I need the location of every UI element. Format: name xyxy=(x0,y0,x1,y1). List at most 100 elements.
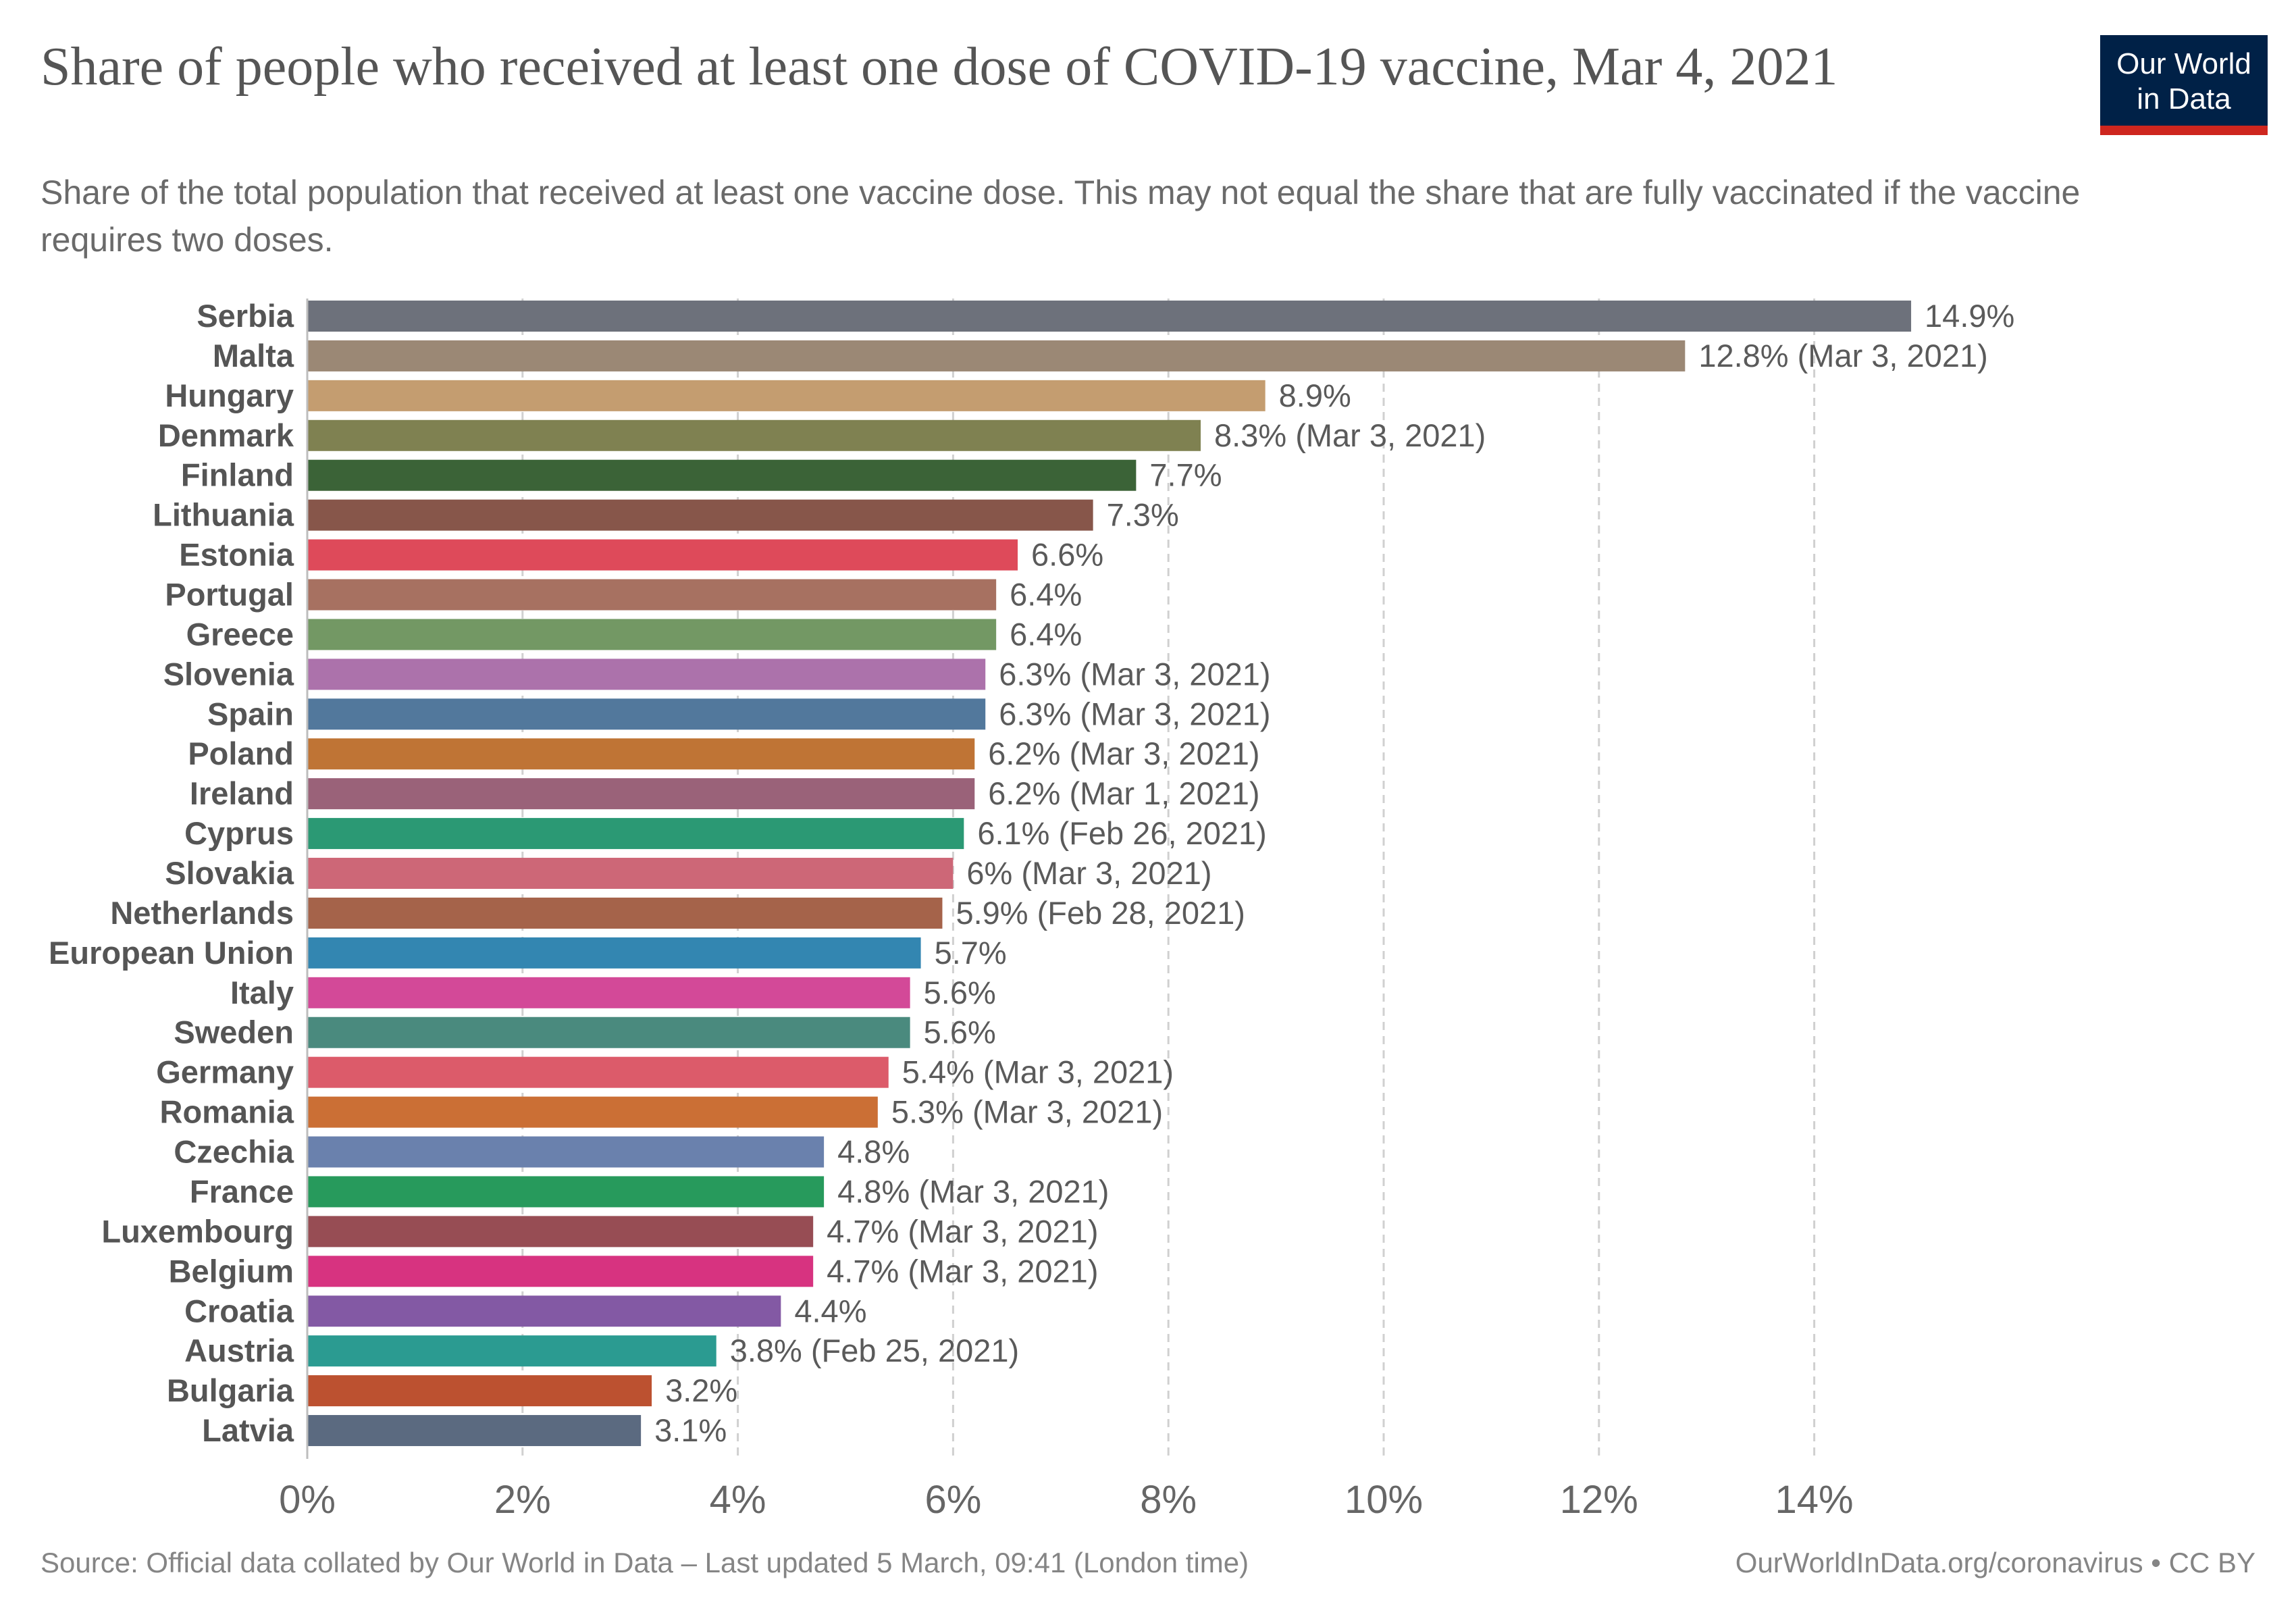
bar-chart: 0% 2% 4% 6% 8% 10% 12% 14% Serbia 14.9% Malta 12.8%… xyxy=(49,298,2014,1522)
x-tick-label: 6% xyxy=(924,1478,981,1522)
credit-link[interactable]: OurWorldInData.org/coronavirus • CC BY xyxy=(1735,1547,2255,1578)
bar[interactable] xyxy=(307,778,975,810)
value-label: 6% (Mar 3, 2021) xyxy=(966,855,1211,891)
bar[interactable] xyxy=(307,897,943,929)
value-label: 14.9% xyxy=(1925,298,2014,334)
bar[interactable] xyxy=(307,1415,642,1447)
category-label: Finland xyxy=(181,457,294,493)
owid-logo[interactable]: Our World in Data xyxy=(2100,35,2268,135)
category-label: Luxembourg xyxy=(101,1213,294,1249)
logo-line-2: in Data xyxy=(2137,82,2231,115)
category-label: Serbia xyxy=(197,298,294,334)
category-label: Netherlands xyxy=(110,895,294,931)
value-label: 3.1% xyxy=(654,1412,727,1448)
category-label: Sweden xyxy=(174,1014,294,1050)
category-label: Romania xyxy=(160,1094,294,1130)
category-label: Portugal xyxy=(165,577,294,613)
category-label: Spain xyxy=(207,696,294,731)
value-label: 4.7% (Mar 3, 2021) xyxy=(827,1213,1098,1249)
value-label: 3.8% (Feb 25, 2021) xyxy=(730,1333,1020,1368)
bar[interactable] xyxy=(307,380,1266,411)
x-tick-label: 2% xyxy=(494,1478,551,1522)
category-label: Malta xyxy=(213,338,294,374)
bar[interactable] xyxy=(307,1295,781,1327)
value-label: 5.6% xyxy=(924,1014,996,1050)
value-label: 6.4% xyxy=(1010,616,1082,652)
category-label: European Union xyxy=(49,935,294,971)
value-label: 6.3% (Mar 3, 2021) xyxy=(999,696,1270,731)
category-label: Poland xyxy=(188,736,294,771)
bar[interactable] xyxy=(307,818,964,850)
category-label: Bulgaria xyxy=(167,1372,294,1408)
bar[interactable] xyxy=(307,539,1018,571)
bar[interactable] xyxy=(307,301,1912,332)
category-label: Greece xyxy=(186,616,294,652)
chart-subtitle: Share of the total population that recei… xyxy=(41,174,2081,259)
bar[interactable] xyxy=(307,738,975,770)
chart-title: Share of people who received at least on… xyxy=(41,37,1838,97)
value-label: 3.2% xyxy=(665,1372,737,1408)
category-label: Denmark xyxy=(158,417,294,453)
bar[interactable] xyxy=(307,340,1686,371)
category-label: Estonia xyxy=(179,537,294,573)
category-label: Hungary xyxy=(165,378,294,413)
value-label: 5.9% (Feb 28, 2021) xyxy=(956,895,1245,931)
bar[interactable] xyxy=(307,659,986,690)
bar[interactable] xyxy=(307,977,910,1008)
value-label: 12.8% (Mar 3, 2021) xyxy=(1698,338,1987,374)
x-tick-label: 8% xyxy=(1140,1478,1197,1522)
value-label: 7.7% xyxy=(1149,457,1222,493)
bar[interactable] xyxy=(307,1256,814,1287)
category-label: Croatia xyxy=(184,1293,294,1329)
x-tick-label: 0% xyxy=(279,1478,336,1522)
category-label: Slovenia xyxy=(163,656,294,692)
value-label: 6.1% (Feb 26, 2021) xyxy=(977,815,1267,851)
value-label: 5.6% xyxy=(924,975,996,1010)
category-label: Czechia xyxy=(174,1134,294,1170)
bar[interactable] xyxy=(307,1096,878,1128)
category-label: Belgium xyxy=(169,1253,294,1289)
x-tick-label: 12% xyxy=(1560,1478,1638,1522)
value-label: 8.3% (Mar 3, 2021) xyxy=(1214,417,1486,453)
value-label: 7.3% xyxy=(1107,497,1179,533)
value-label: 6.6% xyxy=(1031,537,1103,573)
bar[interactable] xyxy=(307,698,986,730)
category-label: France xyxy=(190,1173,294,1209)
bar[interactable] xyxy=(307,1335,716,1367)
bar[interactable] xyxy=(307,858,954,890)
bar[interactable] xyxy=(307,1176,825,1208)
bar[interactable] xyxy=(307,579,997,611)
bar[interactable] xyxy=(307,459,1137,491)
bar[interactable] xyxy=(307,619,997,650)
bar[interactable] xyxy=(307,1017,910,1048)
category-label: Cyprus xyxy=(184,815,294,851)
x-tick-label: 10% xyxy=(1345,1478,1423,1522)
category-label: Slovakia xyxy=(165,855,294,891)
category-label: Ireland xyxy=(190,775,294,811)
logo-line-1: Our World xyxy=(2116,47,2251,80)
value-label: 4.4% xyxy=(794,1293,866,1329)
category-label: Latvia xyxy=(202,1412,294,1448)
value-label: 5.7% xyxy=(935,935,1007,971)
value-label: 4.8% xyxy=(837,1134,910,1170)
bar[interactable] xyxy=(307,419,1201,451)
category-label: Italy xyxy=(230,975,294,1010)
source-note: Source: Official data collated by Our Wo… xyxy=(41,1547,1249,1578)
bar[interactable] xyxy=(307,1375,652,1407)
value-label: 4.8% (Mar 3, 2021) xyxy=(837,1173,1109,1209)
value-label: 6.4% xyxy=(1010,577,1082,613)
value-label: 6.3% (Mar 3, 2021) xyxy=(999,656,1270,692)
value-label: 6.2% (Mar 1, 2021) xyxy=(988,775,1259,811)
category-label: Lithuania xyxy=(153,497,294,533)
bar[interactable] xyxy=(307,1216,814,1247)
x-tick-label: 14% xyxy=(1775,1478,1854,1522)
value-label: 4.7% (Mar 3, 2021) xyxy=(827,1253,1098,1289)
bar[interactable] xyxy=(307,499,1093,531)
bar[interactable] xyxy=(307,1056,889,1088)
bar[interactable] xyxy=(307,1136,825,1168)
category-label: Austria xyxy=(184,1333,294,1368)
category-label: Germany xyxy=(156,1054,294,1090)
value-label: 5.4% (Mar 3, 2021) xyxy=(902,1054,1174,1090)
bar[interactable] xyxy=(307,937,921,969)
value-label: 5.3% (Mar 3, 2021) xyxy=(891,1094,1163,1130)
